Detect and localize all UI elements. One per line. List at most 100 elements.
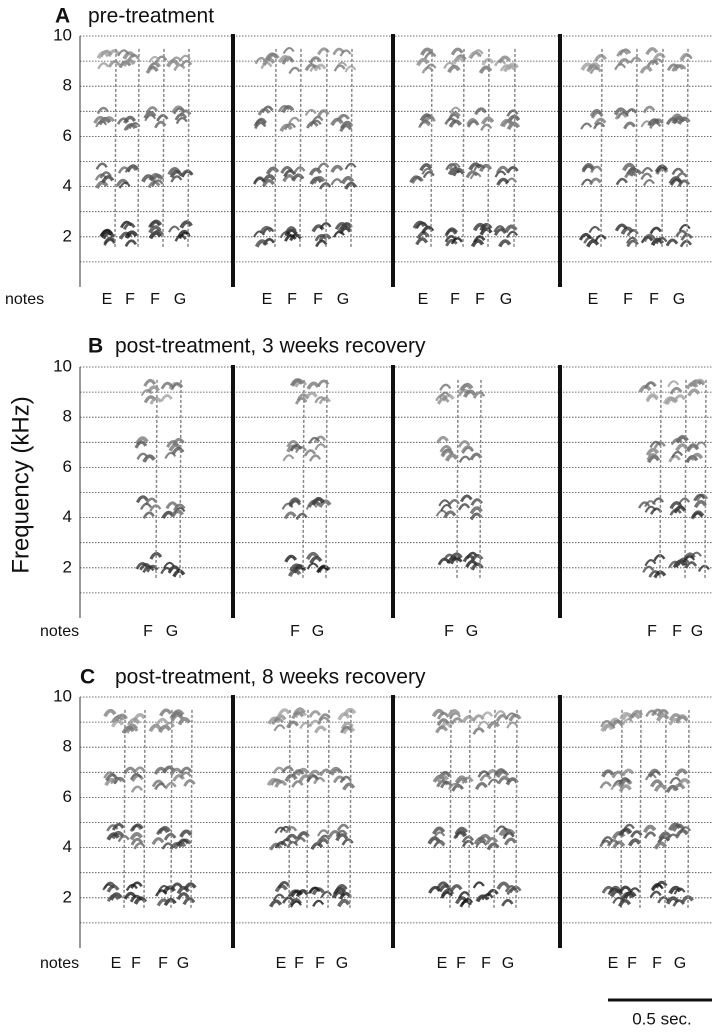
spectrogram-trace <box>337 898 351 908</box>
spectrogram-trace <box>284 773 298 783</box>
spectrogram-trace <box>475 840 488 848</box>
spectrogram-trace <box>449 106 462 114</box>
spectrogram-trace <box>295 512 308 521</box>
spectrogram-trace <box>438 499 451 507</box>
spectrogram-trace <box>176 838 190 847</box>
spectrogram-trace <box>686 48 689 247</box>
spectrogram-trace <box>472 222 487 232</box>
spectrogram-trace <box>620 891 635 901</box>
spectrogram-trace <box>465 170 479 179</box>
spectrogram-trace <box>133 842 146 850</box>
spectrogram-trace <box>606 839 620 847</box>
spectrogram-trace <box>654 164 669 173</box>
note-label: F <box>315 955 325 972</box>
spectrogram-trace <box>433 831 446 839</box>
spectrogram-trace <box>665 238 679 247</box>
spectrogram-trace <box>288 497 302 506</box>
spectrogram-trace <box>515 709 518 908</box>
spectrogram-trace <box>286 440 299 448</box>
spectrogram-trace <box>659 379 662 578</box>
spectrogram-trace <box>169 842 183 850</box>
spectrogram-trace <box>267 716 281 725</box>
spectrogram-trace <box>170 709 173 908</box>
spectrogram-trace <box>419 163 433 172</box>
spectrogram-trace <box>642 105 656 114</box>
spectrogram-trace <box>309 119 322 127</box>
spectrogram-trace <box>449 884 463 893</box>
spectrogram-trace <box>181 170 194 178</box>
note-label: F <box>475 291 485 308</box>
spectrogram-trace <box>642 824 657 834</box>
spectrogram-trace <box>293 166 306 174</box>
spectrogram-trace <box>291 711 305 720</box>
spectrogram-trace <box>593 122 606 130</box>
spectrogram-trace <box>281 765 294 774</box>
spectrogram-trace <box>308 167 323 176</box>
spectrogram-trace <box>156 898 170 907</box>
spectrogram-trace <box>486 888 499 897</box>
spectrogram-trace <box>683 552 696 561</box>
spectrogram-trace <box>306 562 319 570</box>
spectrogram-trace <box>163 561 175 569</box>
spectrogram-trace <box>308 710 322 718</box>
spectrogram-trace <box>187 48 190 247</box>
spectrogram-trace <box>304 63 318 72</box>
spectrogram-trace <box>335 61 348 69</box>
spectrogram-trace <box>316 565 329 574</box>
spectrogram-trace <box>614 112 628 120</box>
spectrogram-trace <box>342 782 356 791</box>
spectrogram-trace <box>306 774 319 783</box>
note-label: G <box>336 955 348 972</box>
spectrogram-trace <box>460 382 474 392</box>
y-tick-label: 4 <box>63 837 72 856</box>
spectrogram-trace <box>697 564 710 572</box>
spectrogram-trace <box>315 837 329 845</box>
spectrogram-trace <box>685 381 699 390</box>
spectrogram-trace <box>130 881 143 889</box>
spectrogram-trace <box>294 397 308 405</box>
spectrogram-trace <box>272 893 285 901</box>
y-tick-label: 8 <box>63 76 72 95</box>
spectrogram-trace <box>337 712 351 721</box>
spectrogram-trace <box>601 836 614 844</box>
spectrogram-trace <box>157 825 172 835</box>
spectrogram-trace <box>647 118 661 127</box>
note-label: F <box>158 955 168 972</box>
spectrogram-trace <box>619 711 632 720</box>
spectrogram-trace <box>487 778 500 786</box>
spectrogram-trace <box>624 170 637 179</box>
spectrogram-trace <box>291 780 304 788</box>
spectrogram-trace <box>142 454 156 463</box>
spectrogram-trace <box>580 122 593 130</box>
spectrogram-trace <box>154 782 167 791</box>
spectrogram-trace <box>679 239 693 248</box>
y-tick-label: 10 <box>53 356 72 375</box>
spectrogram-trace <box>444 228 458 237</box>
note-label: E <box>111 955 122 972</box>
spectrogram-trace <box>135 495 149 504</box>
spectrogram-trace <box>440 888 455 898</box>
spectrogram-trace <box>613 107 627 116</box>
spectrogram-trace <box>106 884 120 893</box>
spectrogram-trace <box>472 881 485 889</box>
spectrogram-trace <box>133 766 146 774</box>
spectrogram-trace <box>669 501 683 510</box>
spectrogram-trace <box>125 123 138 131</box>
spectrogram-trace <box>656 709 670 717</box>
spectrogram-trace <box>338 226 352 235</box>
spectrogram-trace <box>619 827 633 836</box>
spectrogram-trace <box>461 839 475 848</box>
spectrogram-trace <box>436 718 450 727</box>
spectrogram-trace <box>310 842 324 851</box>
spectrogram-trace <box>497 775 511 784</box>
spectrogram-trace <box>163 898 177 907</box>
spectrogram-trace <box>333 64 346 72</box>
spectrogram-trace <box>643 831 657 839</box>
notes-label: notes <box>5 291 44 308</box>
spectrogram-trace <box>309 555 323 564</box>
spectrogram-trace <box>477 720 490 728</box>
spectrogram-trace <box>341 838 354 846</box>
spectrogram-trace <box>130 837 144 846</box>
spectrogram-trace <box>325 379 328 578</box>
spectrogram-trace <box>151 179 164 187</box>
